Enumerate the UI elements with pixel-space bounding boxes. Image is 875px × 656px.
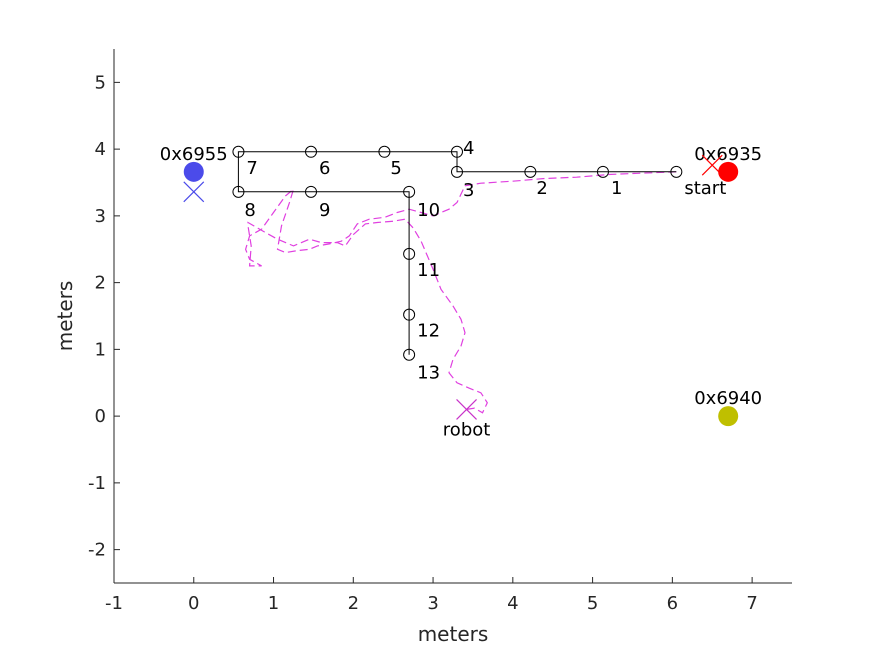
path-waypoint xyxy=(305,185,318,198)
anchor-label: 0x6935 xyxy=(694,144,762,165)
anchor-marker xyxy=(183,161,204,182)
path-waypoint xyxy=(403,308,416,321)
waypoint-label: 3 xyxy=(463,180,474,201)
path-waypoint xyxy=(450,145,463,158)
anchor-marker xyxy=(718,406,739,427)
waypoint-label: 7 xyxy=(246,158,257,179)
anchor-label: 0x6955 xyxy=(160,144,228,165)
anchor-estimate-marker xyxy=(701,154,723,176)
path-waypoint xyxy=(232,145,245,158)
waypoint-label: 12 xyxy=(417,321,440,342)
path-waypoint xyxy=(403,247,416,260)
path-waypoint xyxy=(403,348,416,361)
x-tick-label: 3 xyxy=(427,593,438,614)
x-tick-label: 0 xyxy=(188,593,199,614)
x-tick-label: 2 xyxy=(348,593,359,614)
path-waypoint xyxy=(232,185,245,198)
trajectory-line xyxy=(244,171,677,414)
y-tick-label: 0 xyxy=(95,406,106,427)
path-waypoint xyxy=(378,145,391,158)
x-tick-label: -1 xyxy=(105,593,123,614)
path-waypoint xyxy=(305,145,318,158)
waypoint-label: 9 xyxy=(319,200,330,221)
anchor-estimate-marker-stroke-b xyxy=(183,181,205,203)
y-tick-label: 3 xyxy=(95,206,106,227)
trajectory xyxy=(244,171,677,414)
y-tick-label: 1 xyxy=(95,339,106,360)
anchor-label: 0x6940 xyxy=(694,388,762,409)
anchor-estimate-marker-stroke-b xyxy=(701,154,723,176)
waypoint-label: 11 xyxy=(417,260,440,281)
path-line xyxy=(237,151,677,355)
waypoint-label: 13 xyxy=(417,363,440,384)
waypoint-label: 8 xyxy=(244,200,255,221)
planned-path xyxy=(232,145,683,361)
x-tick-label: 6 xyxy=(667,593,678,614)
path-waypoint xyxy=(450,165,463,178)
waypoint-label: 10 xyxy=(417,200,440,221)
x-tick-label: 1 xyxy=(268,593,279,614)
robot-marker-stroke-b xyxy=(456,399,477,420)
waypoint-label: 1 xyxy=(611,178,622,199)
waypoint-label: 6 xyxy=(319,158,330,179)
start-label: start xyxy=(684,178,726,199)
path-waypoint xyxy=(596,165,609,178)
x-tick-label: 7 xyxy=(746,593,757,614)
y-tick-label: -2 xyxy=(88,540,106,561)
x-axis-label: meters xyxy=(418,622,489,646)
anchor-marker xyxy=(718,161,739,182)
x-tick-label: 4 xyxy=(507,593,518,614)
path-waypoint xyxy=(524,165,537,178)
path-waypoint xyxy=(670,165,683,178)
path-waypoint xyxy=(403,185,416,198)
anchor-estimate-marker xyxy=(183,181,205,203)
y-tick-label: 4 xyxy=(95,139,106,160)
x-tick-label: 5 xyxy=(587,593,598,614)
y-tick-label: 5 xyxy=(95,72,106,93)
waypoint-label: 2 xyxy=(536,178,547,199)
robot-label: robot xyxy=(443,419,491,440)
waypoint-label: 4 xyxy=(463,138,474,159)
robot-marker xyxy=(456,399,477,420)
y-axis-label: meters xyxy=(53,281,77,352)
y-tick-label: -1 xyxy=(88,473,106,494)
waypoint-label: 5 xyxy=(390,158,401,179)
y-tick-label: 2 xyxy=(95,273,106,294)
